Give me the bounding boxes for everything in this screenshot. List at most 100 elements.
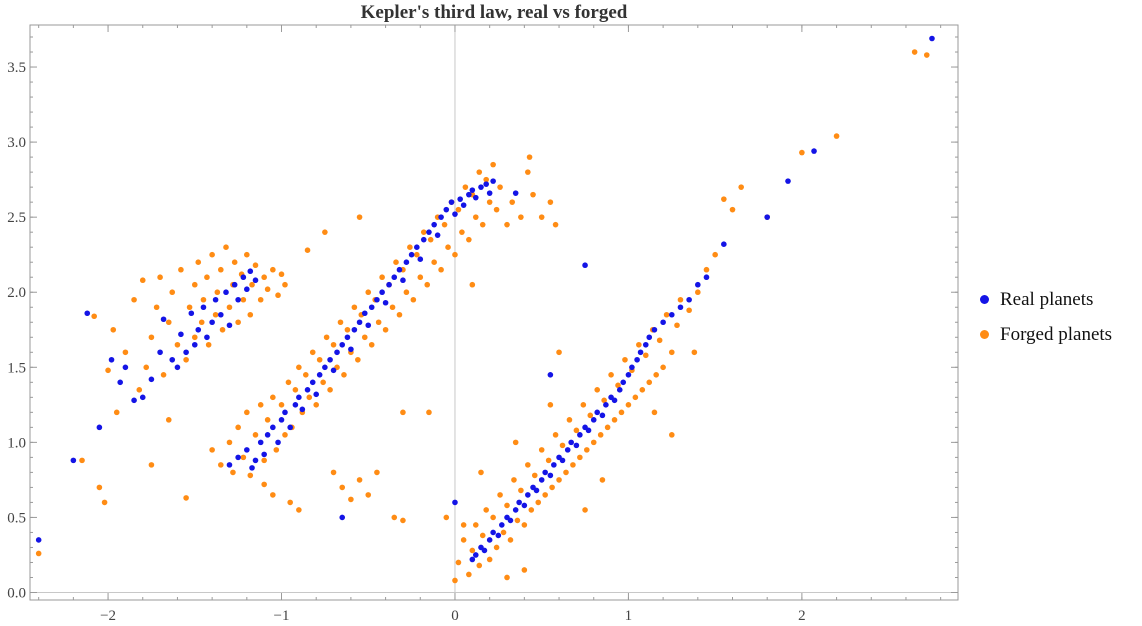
forged-planet-point	[122, 349, 129, 356]
legend-label-forged: Forged planets	[1000, 323, 1113, 345]
legend: Real planets Forged planets	[980, 282, 1112, 352]
real-planet-point	[438, 214, 444, 220]
forged-planet-point	[646, 379, 653, 386]
forged-planet-point	[466, 236, 472, 243]
real-planet-point	[472, 194, 479, 201]
legend-marker-real	[980, 295, 989, 304]
real-planet-point	[117, 379, 123, 386]
forged-planet-point	[368, 341, 375, 348]
real-planet-point	[96, 424, 103, 431]
real-planet-point	[122, 364, 129, 371]
forged-planet-point	[668, 349, 675, 356]
real-planet-point	[386, 281, 392, 288]
forged-planet-point	[518, 487, 524, 494]
forged-planet-point	[691, 349, 698, 356]
forged-planet-point	[160, 372, 167, 378]
real-planet-point	[374, 296, 380, 303]
real-planet-point	[84, 310, 91, 317]
forged-planet-point	[538, 214, 545, 220]
forged-planet-point	[101, 499, 108, 506]
forged-planet-point	[400, 409, 406, 416]
forged-planet-point	[270, 394, 276, 401]
forged-planet-point	[547, 199, 554, 205]
forged-planet-point	[257, 402, 264, 408]
forged-planet-point	[479, 221, 486, 228]
axis-ticks: −2 −1 0 1 2 0.0 0.5 1.0 1.5 2.0 2.5 3.0 3.5	[7, 25, 958, 624]
real-planet-point	[460, 202, 467, 208]
real-planet-point	[278, 417, 285, 423]
real-planet-point	[507, 517, 514, 524]
real-planet-point	[695, 281, 701, 288]
real-planet-point	[212, 296, 219, 303]
forged-planet-point	[105, 367, 111, 374]
forged-planet-point	[322, 229, 328, 235]
forged-planet-point	[113, 409, 120, 416]
forged-planet-point	[833, 133, 840, 139]
forged-planet-point	[521, 522, 528, 528]
forged-planet-point	[632, 394, 639, 401]
real-planet-point	[431, 221, 437, 228]
real-planet-point	[434, 232, 441, 238]
forged-planet-point	[469, 281, 476, 288]
forged-planet-point	[512, 439, 519, 446]
forged-planet-point	[483, 176, 489, 183]
real-planet-point	[70, 457, 77, 464]
forged-planet-point	[165, 319, 172, 326]
real-planet-point	[542, 469, 548, 476]
real-planet-point	[469, 556, 476, 563]
real-planet-point	[625, 372, 632, 378]
legend-marker-forged	[980, 330, 989, 339]
forged-planet-point	[445, 244, 451, 250]
real-planet-point	[204, 334, 210, 341]
real-planet-point	[361, 310, 368, 317]
forged-planet-point	[469, 547, 476, 554]
forged-planet-point	[148, 462, 155, 468]
forged-planet-point	[143, 364, 150, 371]
forged-planet-point	[663, 311, 670, 318]
forged-planet-point	[556, 477, 562, 483]
forged-planet-point	[426, 409, 432, 416]
forged-planet-point	[483, 507, 489, 513]
forged-planet-point	[455, 559, 462, 566]
forged-planet-point	[247, 472, 254, 479]
real-planet-point	[457, 196, 463, 202]
forged-planet-point	[656, 337, 663, 344]
forged-planet-point	[407, 244, 413, 250]
forged-planet-point	[417, 274, 424, 281]
y-tick-label: 2.5	[7, 210, 26, 226]
real-planet-point	[282, 409, 288, 416]
forged-planet-point	[721, 196, 727, 202]
forged-planet-point	[476, 562, 483, 569]
data-points	[35, 35, 935, 584]
forged-planet-point	[642, 352, 649, 359]
forged-planet-point	[653, 372, 659, 378]
real-planet-point	[677, 304, 684, 311]
real-planet-point	[309, 379, 316, 386]
real-planet-point	[249, 465, 255, 471]
forged-planet-point	[365, 492, 372, 498]
forged-planet-point	[639, 387, 646, 393]
real-planet-point	[646, 334, 653, 341]
real-planet-point	[811, 148, 817, 154]
real-planet-point	[547, 472, 554, 479]
y-tick-label: 1.5	[7, 360, 26, 376]
forged-planet-point	[500, 529, 507, 536]
real-planet-point	[226, 322, 233, 329]
real-planet-point	[223, 289, 229, 296]
forged-planet-point	[379, 274, 385, 281]
real-planet-point	[721, 241, 727, 247]
forged-planet-point	[235, 319, 241, 326]
forged-planet-point	[252, 432, 259, 438]
forged-planet-point	[240, 296, 247, 303]
real-planet-point	[160, 316, 167, 323]
real-planet-point	[292, 402, 299, 408]
forged-planet-point	[486, 199, 493, 205]
forged-planet-point	[204, 274, 210, 281]
real-planet-point	[148, 376, 155, 383]
forged-planet-point	[139, 277, 146, 284]
forged-planet-point	[462, 184, 469, 190]
real-planet-point	[191, 341, 198, 348]
real-planet-point	[157, 349, 163, 356]
forged-planet-point	[79, 457, 85, 464]
real-planet-point	[330, 367, 337, 374]
